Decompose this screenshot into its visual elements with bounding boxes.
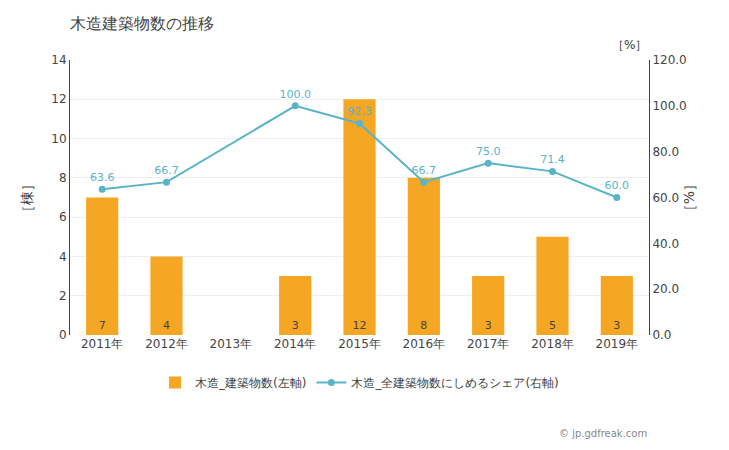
svg-text:63.6: 63.6: [90, 171, 115, 184]
svg-text:0: 0: [59, 328, 67, 342]
svg-text:6: 6: [59, 210, 67, 224]
svg-text:4: 4: [59, 250, 67, 264]
svg-text:2014年: 2014年: [274, 337, 317, 351]
svg-text:2017年: 2017年: [467, 337, 510, 351]
svg-text:5: 5: [549, 319, 556, 332]
svg-text:0.0: 0.0: [652, 328, 671, 342]
svg-text:60.0: 60.0: [652, 191, 679, 205]
svg-text:100.0: 100.0: [279, 88, 311, 101]
svg-text:8: 8: [420, 319, 427, 332]
svg-text:2011年: 2011年: [81, 337, 124, 351]
svg-text:60.0: 60.0: [605, 179, 630, 192]
svg-text:120.0: 120.0: [652, 53, 686, 67]
svg-text:66.7: 66.7: [412, 164, 437, 177]
svg-text:2: 2: [59, 289, 67, 303]
svg-text:木造_建築物数(左軸): 木造_建築物数(左軸): [195, 376, 306, 390]
svg-text:2015年: 2015年: [338, 337, 381, 351]
svg-text:2016年: 2016年: [403, 337, 446, 351]
svg-text:66.7: 66.7: [154, 164, 179, 177]
svg-text:12: 12: [51, 92, 66, 106]
svg-text:［棟］: ［棟］: [19, 177, 35, 219]
svg-text:4: 4: [163, 319, 170, 332]
svg-text:3: 3: [485, 319, 492, 332]
svg-text:2013年: 2013年: [210, 337, 253, 351]
svg-text:［%］: ［%］: [681, 177, 697, 218]
svg-text:7: 7: [99, 319, 106, 332]
svg-text:8: 8: [59, 171, 67, 185]
svg-text:3: 3: [292, 319, 299, 332]
svg-text:2012年: 2012年: [145, 337, 188, 351]
svg-text:14: 14: [51, 53, 66, 67]
svg-text:20.0: 20.0: [652, 282, 679, 296]
svg-text:92.3: 92.3: [347, 105, 372, 118]
svg-text:12: 12: [353, 319, 367, 332]
svg-text:3: 3: [613, 319, 620, 332]
svg-text:木造建築物数の推移: 木造建築物数の推移: [70, 14, 214, 33]
svg-text:2019年: 2019年: [596, 337, 639, 351]
svg-text:木造_全建築物数にしめるシェア(右軸): 木造_全建築物数にしめるシェア(右軸): [351, 376, 558, 390]
svg-text:75.0: 75.0: [476, 145, 501, 158]
svg-text:© jp.gdfreak.com: © jp.gdfreak.com: [559, 428, 647, 439]
svg-text:80.0: 80.0: [652, 145, 679, 159]
svg-text:71.4: 71.4: [540, 153, 565, 166]
svg-text:10: 10: [51, 132, 66, 146]
svg-text:100.0: 100.0: [652, 99, 686, 113]
svg-text:2018年: 2018年: [531, 337, 574, 351]
svg-text:40.0: 40.0: [652, 237, 679, 251]
svg-text:［%］: ［%］: [612, 38, 647, 52]
